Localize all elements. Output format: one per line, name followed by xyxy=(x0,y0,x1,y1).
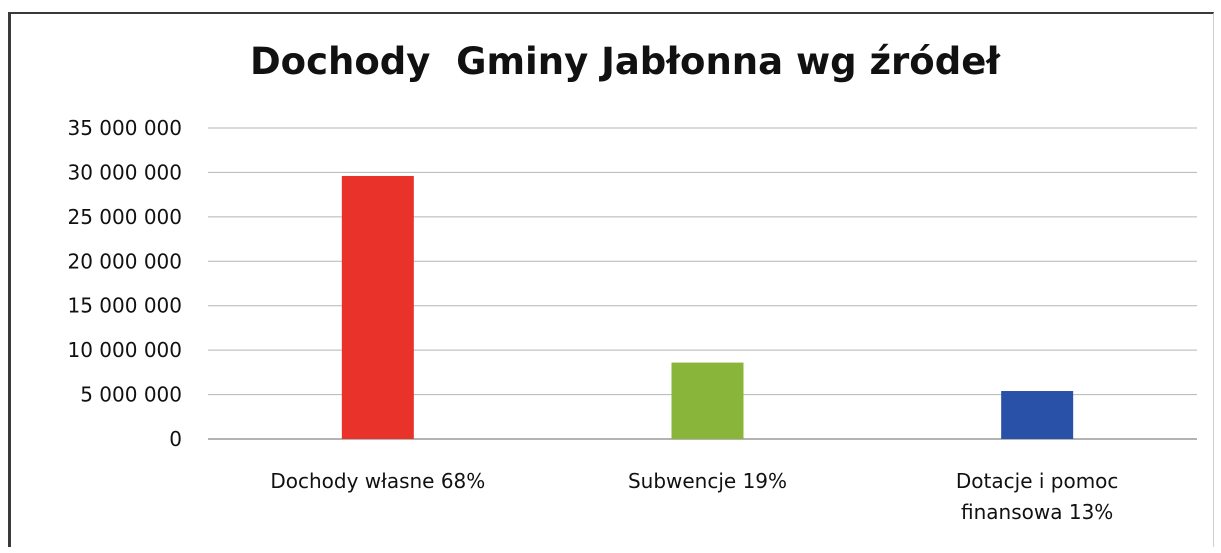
y-tick-label: 15 000 000 xyxy=(67,294,182,318)
chart-frame xyxy=(8,12,1214,547)
y-tick-label: 20 000 000 xyxy=(67,249,182,273)
chart-title: Dochody Gminy Jabłonna wg źródeł xyxy=(249,40,1001,83)
bar xyxy=(1001,391,1074,439)
x-category-label: Dochody własne 68% xyxy=(270,469,485,493)
y-tick-label: 10 000 000 xyxy=(67,338,182,362)
y-tick-label: 0 xyxy=(169,427,182,451)
x-category-label: finansowa 13% xyxy=(961,500,1113,524)
bar xyxy=(671,362,744,439)
x-category-label: Dotacje i pomoc xyxy=(956,469,1119,493)
bar xyxy=(341,175,414,440)
y-tick-label: 30 000 000 xyxy=(67,160,182,184)
y-tick-label: 25 000 000 xyxy=(67,205,182,229)
y-tick-label: 35 000 000 xyxy=(67,116,182,140)
x-category-label: Subwencje 19% xyxy=(628,469,787,493)
y-tick-label: 5 000 000 xyxy=(80,383,182,407)
